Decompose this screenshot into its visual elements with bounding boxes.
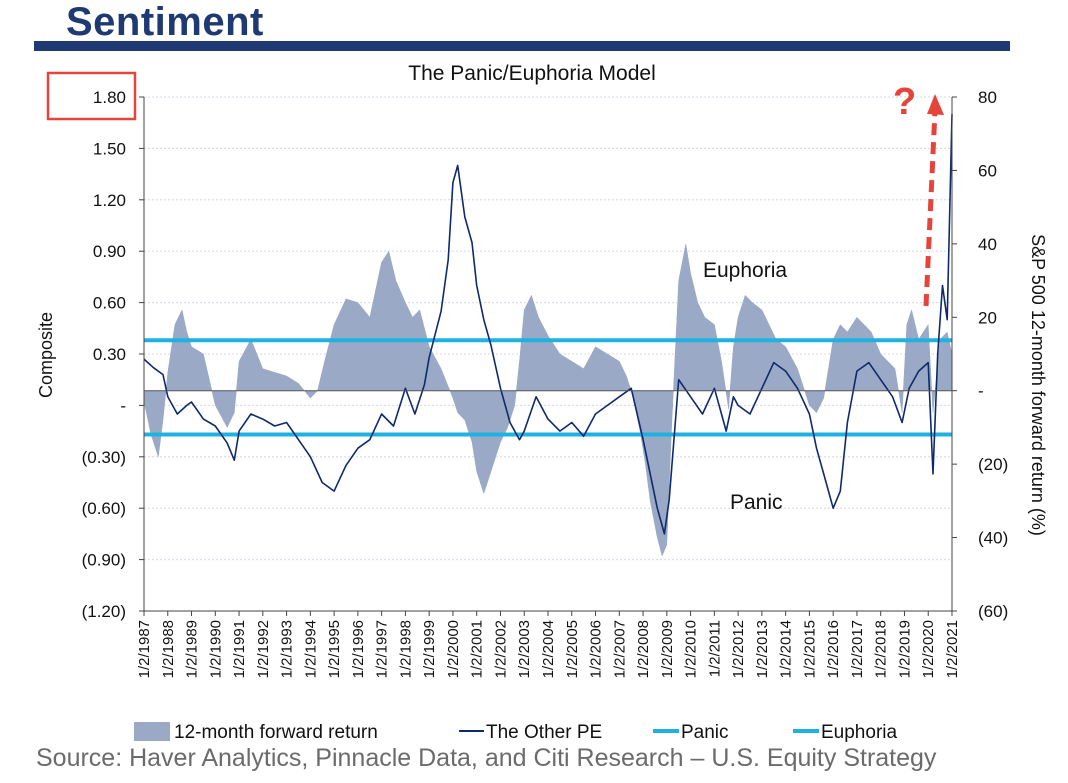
x-tick-label: 1/2/1993 — [279, 620, 296, 678]
series-forward-return — [143, 243, 953, 557]
x-tick-label: 1/2/1996 — [350, 620, 367, 678]
left-axis-label: Composite — [36, 312, 56, 398]
left-axis-ticks: (1.20) (0.90) (0.60) (0.30) - 0.30 0.60 0.90 1.2… — [82, 88, 144, 621]
y-left-tick-label: 0.90 — [93, 242, 126, 261]
y-left-tick-label: 0.30 — [93, 345, 126, 364]
x-tick-label: 1/2/2008 — [635, 620, 652, 678]
legend-label-other-pe: The Other PE — [486, 722, 602, 743]
x-tick-label: 1/2/2005 — [564, 620, 581, 678]
x-tick-label: 1/2/1992 — [255, 620, 272, 678]
x-tick-label: 1/2/2014 — [778, 620, 795, 678]
x-tick-label: 1/2/2021 — [944, 620, 961, 678]
y-right-tick-label: (20) — [978, 455, 1008, 474]
x-tick-label: 1/2/1991 — [231, 620, 248, 678]
y-right-tick-label: - — [978, 382, 984, 401]
x-tick-label: 1/2/2019 — [896, 620, 913, 678]
question-mark: ? — [893, 81, 916, 123]
forward-return-area — [143, 243, 953, 557]
legend-label-euphoria: Euphoria — [821, 722, 897, 743]
y-left-tick-label: (1.20) — [82, 602, 126, 621]
right-axis-ticks: (60) (40) (20) - 20 40 60 80 — [952, 88, 1008, 621]
y-left-tick-label: 0.60 — [93, 294, 126, 313]
x-tick-label: 1/2/2010 — [683, 620, 700, 678]
y-left-tick-label: (0.60) — [82, 499, 126, 518]
y-left-tick-label: (0.90) — [82, 551, 126, 570]
x-tick-label: 1/2/1999 — [421, 620, 438, 678]
series-other-pe — [143, 114, 953, 535]
x-tick-label: 1/2/2015 — [801, 620, 818, 678]
x-tick-label: 1/2/2001 — [469, 620, 486, 678]
legend-swatch-forward-return — [134, 722, 170, 741]
arrow-head-icon — [927, 94, 944, 115]
x-tick-label: 1/2/2009 — [659, 620, 676, 678]
x-tick-label: 1/2/1990 — [207, 620, 224, 678]
y-right-tick-label: 20 — [978, 308, 997, 327]
y-left-tick-label: 1.80 — [93, 88, 126, 107]
x-tick-label: 1/2/2017 — [849, 620, 866, 678]
x-tick-label: 1/2/1989 — [184, 620, 201, 678]
legend-label-forward-return: 12-month forward return — [174, 722, 378, 743]
legend-label-panic: Panic — [681, 722, 729, 743]
y-left-tick-label: 1.50 — [93, 139, 126, 158]
y-right-tick-label: 80 — [978, 88, 997, 107]
x-tick-label: 1/2/2011 — [706, 620, 723, 677]
panic-annotation: Panic — [730, 491, 783, 514]
highlight-box — [46, 71, 137, 121]
x-tick-label: 1/2/2003 — [516, 620, 533, 678]
x-tick-label: 1/2/2000 — [445, 620, 462, 678]
x-tick-label: 1/2/2004 — [540, 620, 557, 678]
chart-title: The Panic/Euphoria Model — [408, 62, 655, 85]
x-tick-label: 1/2/1987 — [136, 620, 153, 678]
source-note: Source: Haver Analytics, Pinnacle Data, … — [36, 744, 937, 772]
x-tick-label: 1/2/1988 — [160, 620, 177, 678]
title-rule — [34, 41, 1010, 51]
gridlines — [144, 96, 952, 612]
x-tick-label: 1/2/2006 — [588, 620, 605, 678]
page-title: Sentiment — [66, 0, 264, 44]
y-right-tick-label: (40) — [978, 529, 1008, 548]
x-tick-label: 1/2/1994 — [302, 620, 319, 678]
x-tick-label: 1/2/1998 — [397, 620, 414, 678]
euphoria-annotation: Euphoria — [703, 259, 787, 282]
y-left-tick-label: - — [120, 396, 126, 415]
dashed-arrow — [923, 109, 938, 307]
y-left-tick-label: (0.30) — [82, 448, 126, 467]
x-tick-label: 1/2/2016 — [825, 620, 842, 678]
x-tick-label: 1/2/2007 — [611, 620, 628, 678]
x-tick-label: 1/2/2002 — [492, 620, 509, 678]
y-right-tick-label: 60 — [978, 161, 997, 180]
right-axis-label: S&P 500 12-month forward return (%) — [1028, 234, 1048, 536]
y-right-tick-label: 40 — [978, 235, 997, 254]
series-lines — [143, 114, 953, 535]
x-tick-label: 1/2/2020 — [920, 620, 937, 678]
x-axis-ticks: 1/2/1987 1/2/1988 1/2/1989 1/2/1990 1/2/1991… — [136, 611, 961, 678]
y-right-tick-label: (60) — [978, 602, 1008, 621]
legend: 12-month forward return The Other PE Pan… — [134, 722, 897, 743]
x-tick-label: 1/2/2013 — [754, 620, 771, 678]
x-tick-label: 1/2/2018 — [873, 620, 890, 678]
x-tick-label: 1/2/2012 — [730, 620, 747, 678]
x-tick-label: 1/2/1997 — [374, 620, 391, 678]
x-tick-label: 1/2/1995 — [326, 620, 343, 678]
y-left-tick-label: 1.20 — [93, 191, 126, 210]
